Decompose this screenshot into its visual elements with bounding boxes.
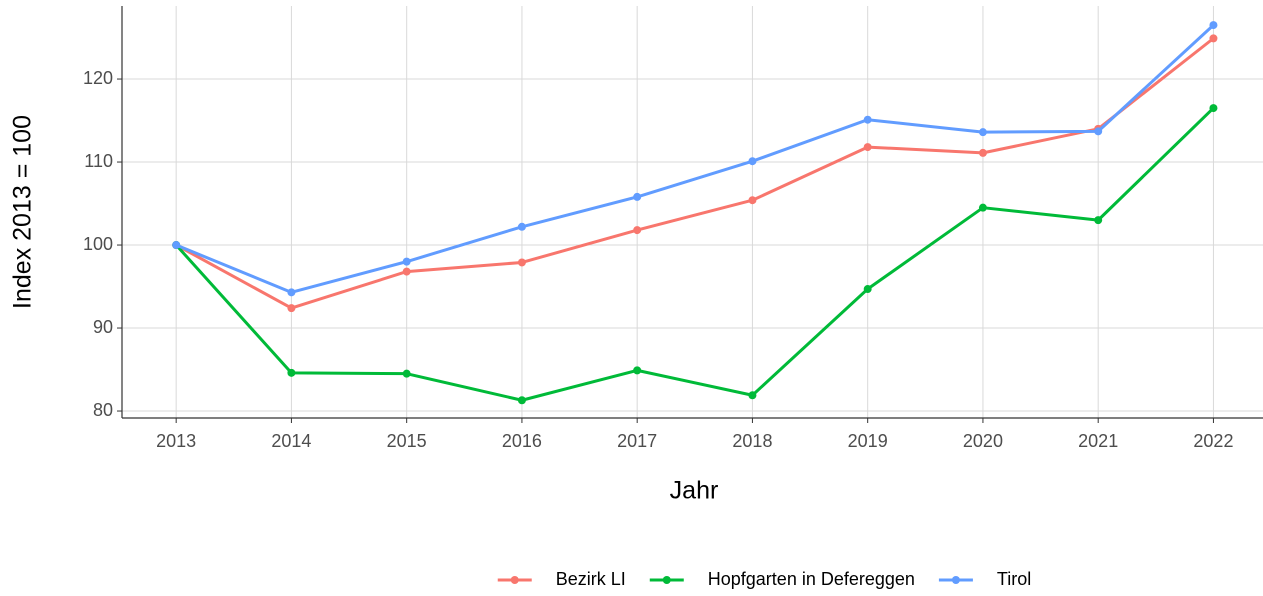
x-tick-label: 2022 (1193, 431, 1233, 451)
data-point (1094, 216, 1103, 225)
legend-text: Bezirk LI (556, 569, 626, 589)
data-point (978, 128, 987, 137)
x-tick-label: 2019 (848, 431, 888, 451)
x-tick-label: 2020 (963, 431, 1003, 451)
data-point (978, 148, 987, 157)
data-point (633, 366, 642, 375)
y-tick-label: 100 (83, 234, 113, 254)
y-tick-label: 120 (83, 68, 113, 88)
data-point (1209, 104, 1218, 113)
legend-key-point (951, 576, 960, 584)
data-point (748, 196, 757, 205)
data-point (402, 369, 411, 378)
legend-text: Tirol (997, 569, 1031, 589)
legend-text: Hopfgarten in Defereggen (708, 569, 915, 589)
data-point (517, 258, 526, 267)
data-point (748, 391, 757, 400)
data-point (978, 203, 987, 212)
x-tick-label: 2015 (387, 431, 427, 451)
data-point (1209, 21, 1218, 30)
x-tick-label: 2016 (502, 431, 542, 451)
data-point (863, 143, 872, 152)
data-point (287, 288, 296, 297)
data-point (402, 267, 411, 276)
y-tick-label: 90 (93, 317, 113, 337)
data-point (172, 241, 181, 250)
data-point (517, 396, 526, 405)
x-tick-label: 2017 (617, 431, 657, 451)
data-point (287, 304, 296, 313)
data-point (863, 285, 872, 294)
series-line (175, 37, 1215, 310)
legend-key-point (510, 576, 519, 584)
legend-key-point (662, 576, 671, 584)
data-point (633, 192, 642, 201)
data-point (402, 257, 411, 266)
x-axis-label: Jahr (670, 477, 719, 505)
x-tick-label: 2013 (156, 431, 196, 451)
x-tick-label: 2018 (732, 431, 772, 451)
data-point (863, 115, 872, 124)
x-tick-label: 2014 (271, 431, 311, 451)
y-tick-label: 110 (84, 151, 113, 171)
data-point (633, 226, 642, 235)
series-line (175, 107, 1215, 402)
y-tick-label: 80 (93, 400, 113, 420)
data-point (287, 368, 296, 377)
series-line (175, 23, 1215, 294)
y-axis-label: Index 2013 = 100 (9, 115, 37, 309)
data-point (748, 157, 757, 166)
data-point (1094, 127, 1103, 136)
data-point (517, 222, 526, 231)
data-point (1209, 34, 1218, 43)
x-tick-label: 2021 (1078, 431, 1118, 451)
